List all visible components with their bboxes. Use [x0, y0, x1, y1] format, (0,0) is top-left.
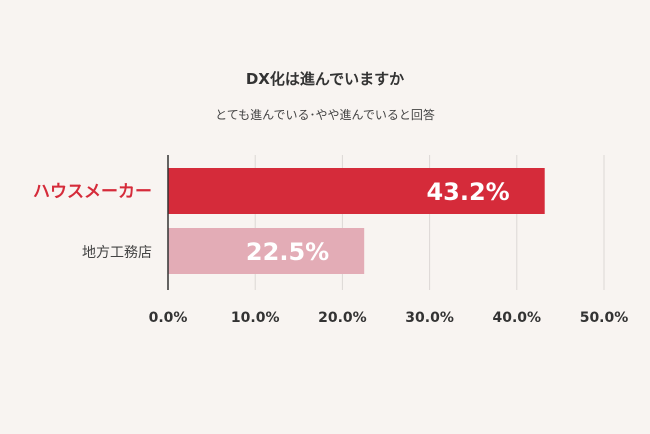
category-label: 地方工務店	[82, 245, 152, 261]
x-tick-label: 50.0%	[580, 310, 629, 326]
bar-value-label: 43.2%	[426, 178, 509, 206]
bar-value-labels: 43.2% 22.5%	[246, 178, 510, 266]
category-label: ハウスメーカー	[33, 182, 152, 202]
x-tick-label: 20.0%	[318, 310, 367, 326]
x-tick-label: 0.0%	[149, 310, 188, 326]
bar	[168, 228, 365, 274]
chart-subtitle: とても進んでいる･やや進んでいると回答	[215, 108, 435, 122]
bar	[168, 168, 545, 214]
bars	[168, 168, 545, 274]
chart-title: DX化は進んでいますか	[245, 70, 405, 88]
bar-value-label: 22.5%	[246, 238, 329, 266]
x-tick-label: 10.0%	[231, 310, 280, 326]
x-tick-label: 30.0%	[405, 310, 454, 326]
x-tick-label: 40.0%	[493, 310, 542, 326]
x-tick-labels: 0.0% 10.0% 20.0% 30.0% 40.0% 50.0%	[149, 310, 629, 326]
